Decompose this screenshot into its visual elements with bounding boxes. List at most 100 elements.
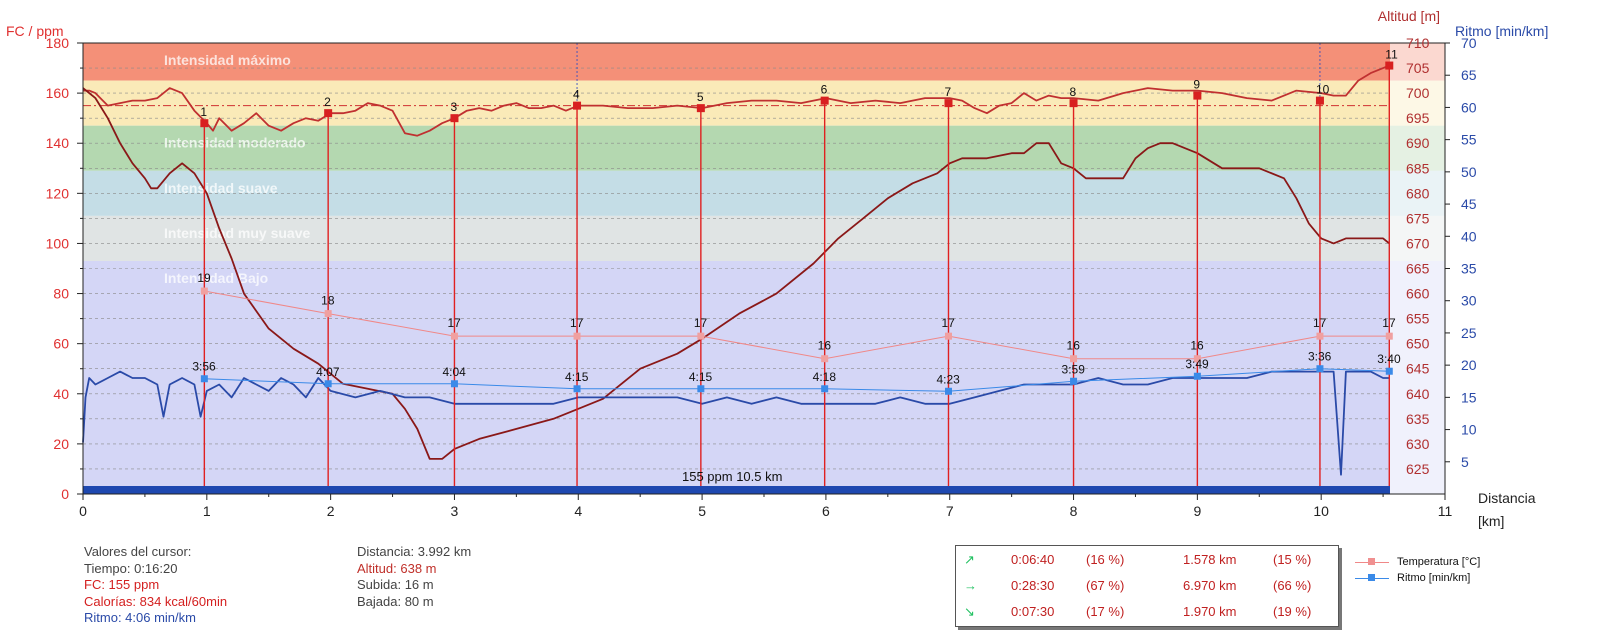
temperature-point — [573, 332, 581, 340]
pace-label: 3:59 — [1062, 362, 1086, 376]
cursor-subida: Subida: 16 m — [357, 577, 434, 592]
x-tick-label: 11 — [1438, 503, 1453, 519]
temperature-label: 17 — [447, 316, 461, 330]
temperature-label: 17 — [1382, 316, 1396, 330]
zone-band-tail — [1390, 80, 1445, 126]
stats-time: 0:07:30 — [1011, 604, 1055, 619]
cursor-bajada: Bajada: 80 m — [357, 593, 434, 609]
zone-band-tail — [1390, 170, 1445, 216]
pace-tick-label: 10 — [1461, 422, 1477, 438]
zone-label: Intensidad máximo — [164, 52, 291, 68]
pace-point — [944, 387, 952, 395]
stats-dist: 1.578 km — [1183, 552, 1237, 567]
pace-tick-label: 60 — [1461, 99, 1477, 115]
fc-line — [83, 64, 1390, 137]
lap-number: 11 — [1385, 48, 1398, 62]
stats-dist-pct: (15 %) — [1273, 552, 1312, 567]
temperature-point — [697, 332, 705, 340]
cursor-values-panel: Valores del cursor: Tiempo: 0:16:20 FC: … — [84, 544, 227, 627]
pace-label: 4:15 — [565, 370, 589, 384]
pace-label: 3:40 — [1377, 352, 1401, 366]
pace-tick-label: 45 — [1461, 196, 1477, 212]
x-axis-unit: [km] — [1478, 513, 1504, 529]
temperature-point — [1193, 355, 1201, 363]
zone-label: Intensidad Bajo — [164, 270, 268, 286]
pace-point — [1316, 365, 1324, 373]
lap-number: 6 — [821, 83, 828, 97]
x-tick-label: 8 — [1070, 503, 1078, 519]
altitude-tick-label: 695 — [1406, 110, 1430, 126]
lap-marker — [1385, 61, 1394, 70]
x-tick-label: 6 — [822, 503, 830, 519]
stats-time: 0:06:40 — [1011, 552, 1055, 567]
pace-tick-label: 5 — [1461, 454, 1469, 470]
fc-tick-label: 20 — [53, 436, 69, 452]
lap-number: 10 — [1316, 83, 1330, 97]
altitude-tick-label: 660 — [1406, 286, 1430, 302]
fc-tick-label: 100 — [46, 235, 70, 251]
pace-tick-label: 20 — [1461, 357, 1477, 373]
pace-label: 4:15 — [689, 370, 713, 384]
lap-marker — [200, 119, 209, 128]
summary-bar — [83, 486, 1390, 494]
zone-band-tail — [1390, 260, 1445, 494]
axes: 155 ppm 10.5 km020406080100120140160180F… — [6, 8, 1548, 529]
pace-point — [697, 385, 705, 393]
pace-tick-label: 70 — [1461, 35, 1477, 51]
stats-time: 0:28:30 — [1011, 578, 1055, 593]
pace-label: 3:36 — [1308, 350, 1332, 364]
temperature-label: 17 — [570, 316, 584, 330]
pace-point — [573, 385, 581, 393]
altitude-tick-label: 665 — [1406, 261, 1430, 277]
legend-label: Ritmo [min/km] — [1397, 572, 1471, 584]
zone-band — [83, 125, 1390, 171]
pace-tick-label: 25 — [1461, 325, 1477, 341]
zone-band — [83, 43, 1390, 81]
pace-label: 3:56 — [192, 360, 216, 374]
lap-marker — [696, 104, 705, 113]
x-tick-label: 2 — [327, 503, 335, 519]
stats-time-pct: (67 %) — [1086, 578, 1125, 593]
slope-stats-box: ↗ 0:06:40 (16 %) 1.578 km (15 %) → 0:28:… — [955, 545, 1339, 627]
pace-axis-title: Ritmo [min/km] — [1455, 23, 1548, 39]
altitude-line — [82, 87, 1390, 460]
cursor-tiempo: Tiempo: 0:16:20 — [84, 560, 178, 576]
stats-row-uphill: ↗ 0:06:40 (16 %) 1.578 km (15 %) — [956, 548, 1338, 572]
lap-markers: 1 2 3 4 5 6 7 8 9 10 11 — [200, 48, 1398, 494]
fc-tick-label: 180 — [46, 35, 70, 51]
pace-tick-label: 15 — [1461, 389, 1477, 405]
pace-tick-label: 65 — [1461, 67, 1477, 83]
altitude-tick-label: 625 — [1406, 461, 1430, 477]
lap-marker — [1193, 91, 1202, 100]
lap-number: 7 — [944, 85, 951, 99]
x-tick-label: 10 — [1313, 503, 1329, 519]
pace-label: 3:49 — [1185, 357, 1209, 371]
lap-marker — [944, 99, 953, 108]
cursor-values-panel-2: Distancia: 3.992 km Altitud: 638 m Subid… — [357, 544, 471, 610]
temperature-label: 19 — [197, 271, 211, 285]
pace-point — [324, 380, 332, 388]
stats-dist-pct: (66 %) — [1273, 578, 1312, 593]
fc-tick-label: 60 — [53, 336, 69, 352]
fc-tick-label: 80 — [53, 286, 69, 302]
lap-marker — [324, 109, 333, 118]
temperature-label: 16 — [818, 339, 832, 353]
cursor-ritmo: Ritmo: 4:06 min/km — [84, 610, 196, 625]
pace-point — [450, 380, 458, 388]
temperature-point — [821, 355, 829, 363]
fc-axis-title: FC / ppm — [6, 23, 64, 39]
x-tick-label: 5 — [698, 503, 706, 519]
legend-marker — [1368, 558, 1375, 565]
uphill-icon: ↗ — [964, 552, 975, 567]
fc-tick-label: 140 — [46, 135, 70, 151]
pace-label: 4:04 — [442, 365, 466, 379]
pace-tick-label: 55 — [1461, 132, 1477, 148]
zone-band — [83, 215, 1390, 261]
pace-tick-label: 30 — [1461, 293, 1477, 309]
altitude-tick-label: 700 — [1406, 85, 1430, 101]
altitude-tick-label: 650 — [1406, 336, 1430, 352]
temperature-point — [944, 332, 952, 340]
temperature-point — [1385, 332, 1393, 340]
temperature-label: 16 — [1067, 339, 1081, 353]
lap-marker — [820, 96, 829, 105]
